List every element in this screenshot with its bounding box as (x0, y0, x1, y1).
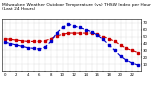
Text: Milwaukee Weather Outdoor Temperature (vs) THSW Index per Hour (Last 24 Hours): Milwaukee Weather Outdoor Temperature (v… (2, 3, 150, 11)
